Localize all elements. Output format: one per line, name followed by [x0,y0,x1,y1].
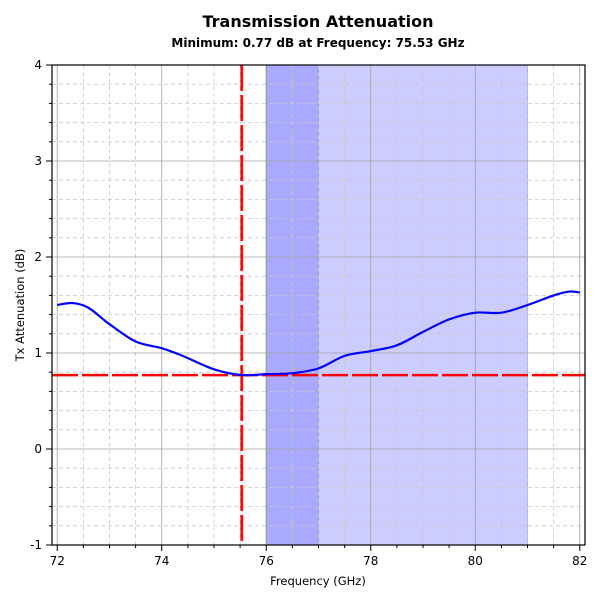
y-tick-label: 4 [34,58,42,72]
x-tick-label: 82 [572,554,587,568]
x-tick-label: 76 [259,554,274,568]
y-tick-label: 2 [34,250,42,264]
series-line [57,290,580,377]
y-tick-label: 0 [34,442,42,456]
x-tick-label: 72 [50,554,65,568]
y-tick-label: 3 [34,154,42,168]
x-tick-label: 74 [154,554,169,568]
x-tick-label: 78 [363,554,378,568]
y-tick-label: -1 [30,538,42,552]
y-tick-label: 1 [34,346,42,360]
chart-title: Transmission Attenuation [202,12,433,31]
y-axis-label: Tx Attenuation (dB) [13,249,27,363]
chart-subtitle: Minimum: 0.77 dB at Frequency: 75.53 GHz [171,36,464,50]
x-axis-label: Frequency (GHz) [270,574,366,588]
x-tick-label: 80 [468,554,483,568]
